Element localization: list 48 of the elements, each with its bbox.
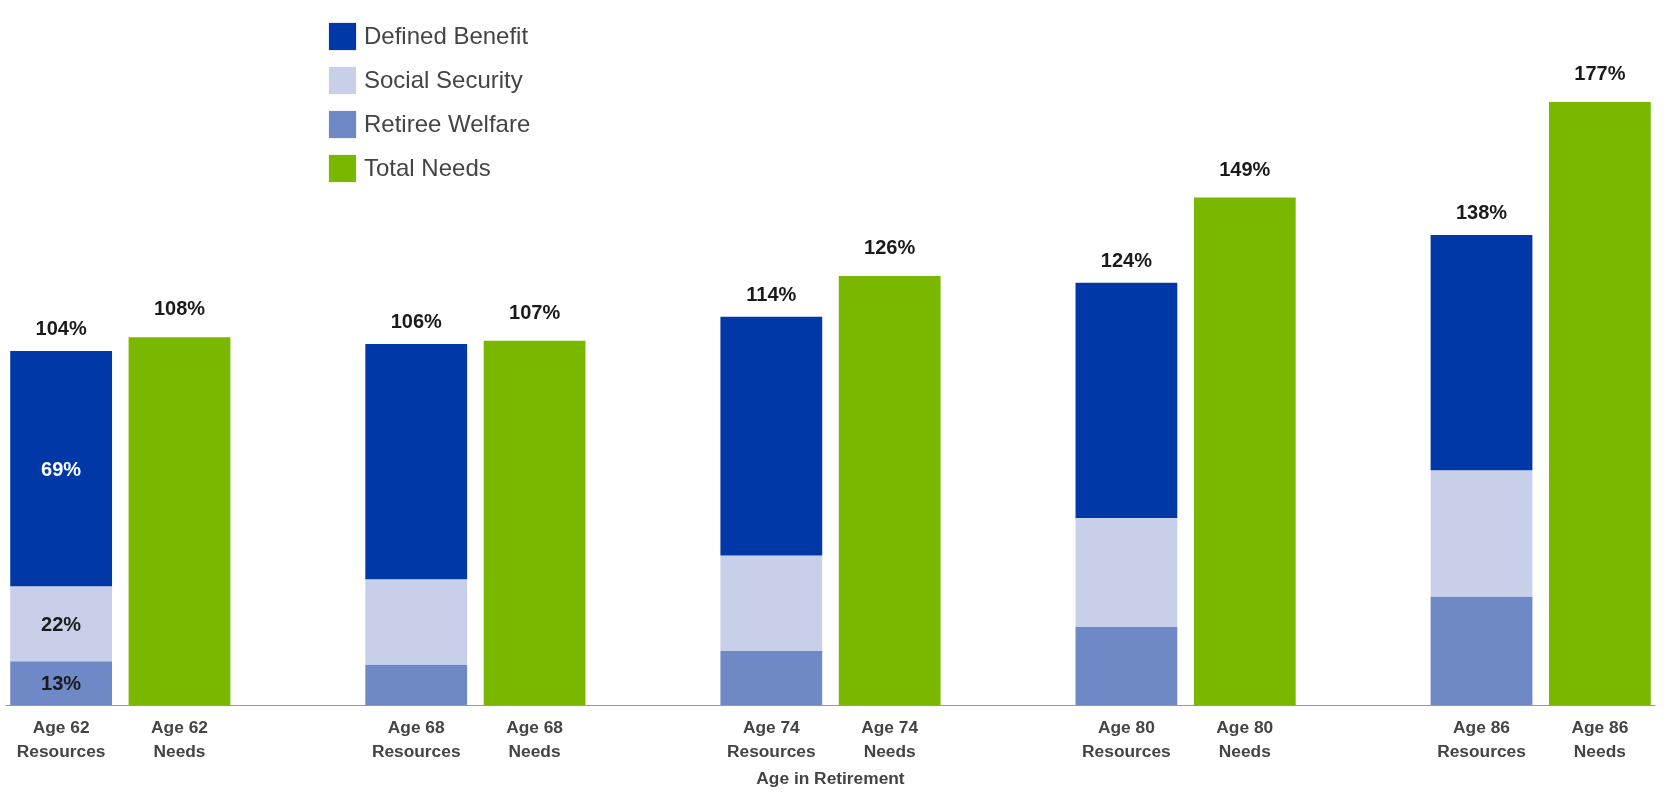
bar xyxy=(10,350,113,587)
total-label: 124% xyxy=(1100,248,1153,271)
total-label: 106% xyxy=(390,310,443,333)
x-tick-label: Age 74 Resources xyxy=(727,716,816,761)
x-tick-label: Age 68 Needs xyxy=(506,716,564,761)
data-label: 107% xyxy=(509,300,561,323)
data-label: 22% xyxy=(41,612,82,635)
bar xyxy=(10,586,113,662)
bar xyxy=(1430,235,1533,471)
x-tick-label: Age 86 Needs xyxy=(1571,716,1629,761)
bar xyxy=(365,664,468,706)
x-tick-label: Age 68 Resources xyxy=(371,716,461,761)
bar xyxy=(10,661,113,706)
bar xyxy=(365,579,468,665)
total-label: 114% xyxy=(746,282,797,305)
bar xyxy=(128,337,231,706)
x-tick-label: Age 86 Resources xyxy=(1437,716,1526,761)
bar xyxy=(483,340,586,706)
bar xyxy=(1430,596,1533,706)
bar xyxy=(720,555,823,651)
bar xyxy=(365,344,468,580)
bar xyxy=(1430,470,1533,597)
x-tick-label: Age 80 Needs xyxy=(1216,716,1274,761)
legend-label: Defined Benefit xyxy=(364,22,529,50)
data-label: 13% xyxy=(41,672,82,695)
bar xyxy=(838,275,941,706)
x-tick-label: Age 80 Resources xyxy=(1082,716,1171,761)
data-label: 69% xyxy=(41,457,82,480)
legend-label: Social Security xyxy=(364,66,523,94)
bar xyxy=(1075,517,1178,628)
bar xyxy=(720,650,823,706)
x-tick-label: Age 62 Needs xyxy=(151,716,208,761)
bar xyxy=(1075,627,1178,706)
bar xyxy=(1548,102,1651,706)
bar xyxy=(720,316,823,556)
bar xyxy=(1193,197,1296,706)
x-axis-title: Age in Retirement xyxy=(756,767,905,788)
x-tick-label: Age 74 Needs xyxy=(861,716,919,761)
total-label: 104% xyxy=(35,316,87,339)
legend-label: Retiree Welfare xyxy=(364,110,531,138)
total-label: 138% xyxy=(1455,201,1508,224)
data-label: 177% xyxy=(1574,62,1626,85)
data-label: 108% xyxy=(153,297,206,320)
bar xyxy=(1075,282,1178,518)
data-label: 126% xyxy=(864,235,916,258)
x-tick-label: Age 62 Resources xyxy=(16,716,106,761)
data-label: 149% xyxy=(1219,157,1271,180)
legend-label: Total Needs xyxy=(364,154,491,182)
